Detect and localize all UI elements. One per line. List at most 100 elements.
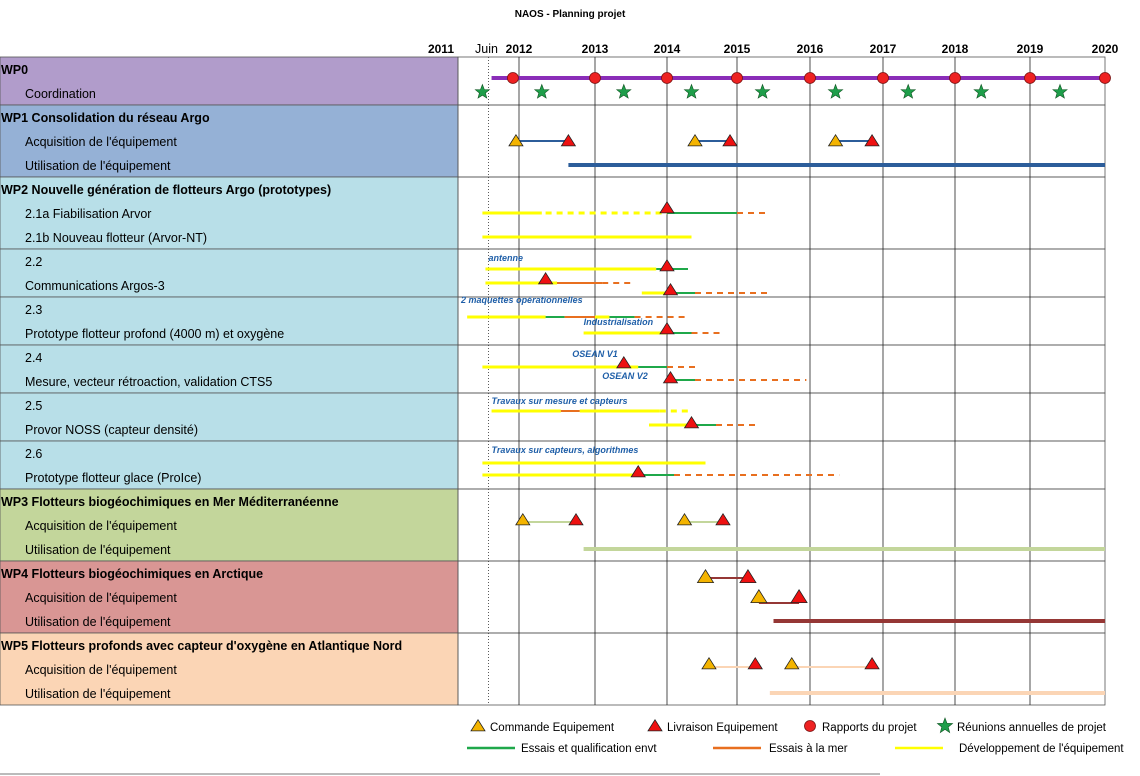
activity-annotation: 2 maquettes opérationnelles — [460, 295, 583, 305]
activity-annotation: Travaux sur mesure et capteurs — [492, 396, 628, 406]
delivery-triangle — [659, 200, 675, 214]
legend-label: Livraison Equipement — [667, 722, 778, 734]
year-label: 2011 — [428, 42, 454, 56]
row-label: Communications Argos-3 — [25, 279, 165, 293]
month-label: Juin — [475, 42, 498, 56]
wp-label-band — [0, 56, 459, 106]
row-label: 2.1a Fiabilisation Arvor — [25, 207, 151, 221]
row-label: 2.4 — [25, 351, 42, 365]
row-label: Utilisation de l'équipement — [25, 687, 171, 701]
report-dot — [507, 72, 519, 84]
row-label: Mesure, vecteur rétroaction, validation … — [25, 375, 272, 389]
wp-label-band — [0, 392, 459, 442]
row-label: Acquisition de l'équipement — [25, 135, 177, 149]
meeting-star — [827, 83, 844, 99]
legend-label: Commande Equipement — [490, 722, 615, 734]
row-label: Provor NOSS (capteur densité) — [25, 423, 198, 437]
meeting-star — [754, 83, 771, 99]
wp-label-band — [0, 104, 459, 178]
year-label: 2016 — [797, 42, 824, 56]
report-dot — [731, 72, 743, 84]
delivery-triangle — [537, 271, 554, 285]
legend-label: Essais à la mer — [769, 743, 848, 755]
activity-annotation: Industrialisation — [584, 317, 654, 327]
year-label: 2015 — [724, 42, 751, 56]
delivery-triangle — [739, 569, 757, 583]
order-triangle — [696, 569, 715, 583]
delivery-triangle — [659, 321, 675, 335]
wp-header-label: WP3 Flotteurs biogéochimiques en Mer Méd… — [1, 495, 339, 509]
row-label: 2.1b Nouveau flotteur (Arvor-NT) — [25, 231, 207, 245]
wp-label-band — [0, 344, 459, 394]
year-label: 2014 — [654, 42, 681, 56]
row-label: 2.5 — [25, 399, 42, 413]
delivery-triangle — [790, 589, 808, 603]
row-label: 2.3 — [25, 303, 42, 317]
delivery-triangle — [616, 355, 632, 369]
order-triangle — [687, 133, 703, 147]
meeting-star — [936, 717, 954, 734]
meeting-star — [615, 83, 632, 99]
wp-label-band — [0, 440, 459, 490]
wp-label-band — [0, 488, 459, 562]
delivery-triangle — [662, 370, 679, 384]
order-triangle — [470, 718, 486, 732]
delivery-triangle — [747, 656, 763, 670]
legend-label: Essais et qualification envt — [521, 743, 657, 755]
meeting-star — [900, 83, 917, 99]
legend-label: Réunions annuelles de projet — [957, 722, 1107, 734]
row-label: Utilisation de l'équipement — [25, 159, 171, 173]
meeting-star — [474, 83, 491, 99]
wp-chart-band — [457, 248, 1106, 298]
legend-label: Rapports du projet — [822, 722, 917, 734]
wp-header-label: WP4 Flotteurs biogéochimiques en Arctiqu… — [1, 567, 263, 581]
row-label: Acquisition de l'équipement — [25, 591, 177, 605]
order-triangle — [827, 133, 844, 147]
meeting-star — [683, 83, 700, 99]
year-label: 2013 — [582, 42, 609, 56]
delivery-triangle — [662, 282, 679, 296]
delivery-triangle — [630, 464, 646, 478]
report-dot — [949, 72, 961, 84]
row-label: Acquisition de l'équipement — [25, 519, 177, 533]
year-label: 2020 — [1092, 42, 1119, 56]
row-label: Prototype flotteur glace (ProIce) — [25, 471, 201, 485]
row-label: Prototype flotteur profond (4000 m) et o… — [25, 327, 284, 341]
chart-title: NAOS - Planning projet — [514, 9, 626, 20]
order-triangle — [676, 512, 693, 526]
wp-label-band — [0, 632, 459, 706]
delivery-triangle — [683, 415, 700, 429]
row-label: Acquisition de l'équipement — [25, 663, 177, 677]
report-dot — [1024, 72, 1036, 84]
activity-annotation: OSEAN V1 — [572, 349, 618, 359]
year-label: 2019 — [1017, 42, 1044, 56]
report-dot — [1099, 72, 1111, 84]
order-triangle — [784, 656, 800, 670]
legend-report-dot — [804, 720, 816, 732]
meeting-star — [973, 83, 990, 99]
legend-label: Développement de l'équipement — [959, 743, 1124, 755]
wp-header-label: WP1 Consolidation du réseau Argo — [1, 111, 210, 125]
row-label: 2.2 — [25, 255, 42, 269]
row-label: Utilisation de l'équipement — [25, 543, 171, 557]
wp-chart-band — [457, 56, 1106, 106]
wp-header-label: WP0 — [1, 63, 28, 77]
report-dot — [661, 72, 673, 84]
order-triangle — [515, 512, 531, 526]
delivery-triangle — [560, 133, 577, 147]
wp-header-label: WP2 Nouvelle génération de flotteurs Arg… — [1, 183, 331, 197]
activity-annotation: antenne — [489, 253, 524, 263]
activity-annotation: Travaux sur capteurs, algorithmes — [492, 445, 639, 455]
order-triangle — [750, 589, 768, 603]
report-dot — [804, 72, 816, 84]
wp-chart-band — [457, 344, 1106, 394]
report-dot — [589, 72, 601, 84]
wp-chart-band — [457, 632, 1106, 706]
order-triangle — [701, 656, 717, 670]
delivery-triangle — [568, 512, 584, 526]
row-label: Utilisation de l'équipement — [25, 615, 171, 629]
delivery-triangle — [864, 133, 880, 147]
wp-header-label: WP5 Flotteurs profonds avec capteur d'ox… — [1, 639, 402, 653]
activity-annotation: OSEAN V2 — [602, 371, 648, 381]
